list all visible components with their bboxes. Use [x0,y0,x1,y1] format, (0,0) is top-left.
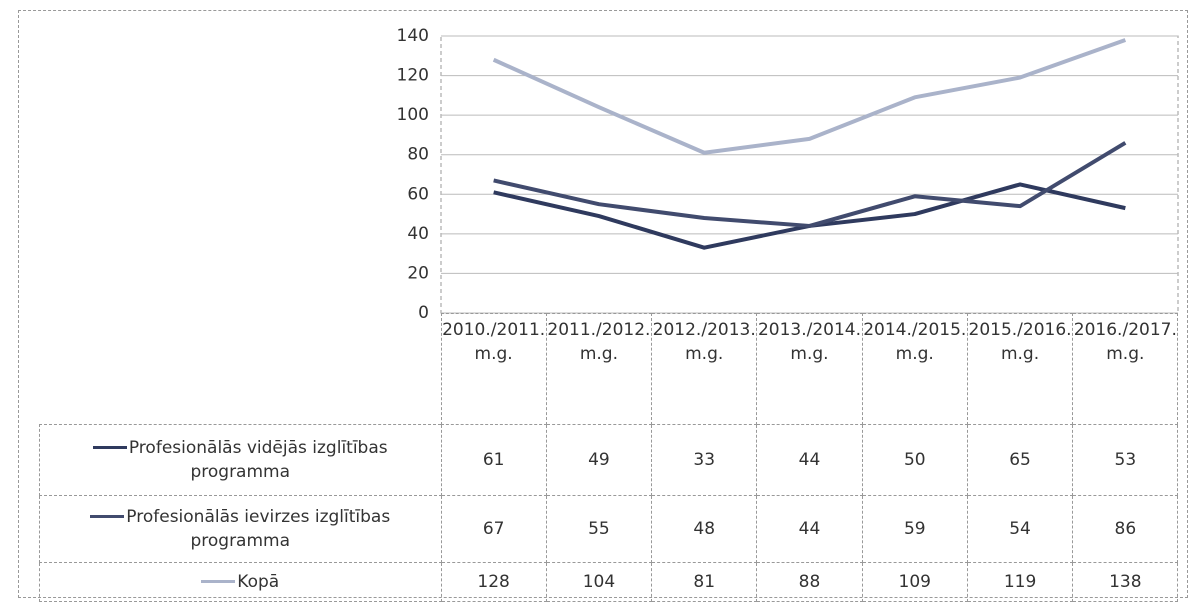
data-table: 2010./2011.m.g. 2011./2012.m.g. 2012./2013… [39,313,1179,602]
value-label: 104 [545,561,653,602]
plot: 0 20 40 60 80 100 120 140 [397,26,1179,323]
y-tick-label: 100 [397,105,429,125]
x-tick-label: 2012./2013.m.g. [651,313,758,425]
value-label: 44 [756,423,863,496]
value-label: 119 [966,561,1074,602]
legend-label: Profesionālās vidējās izglītības program… [128,437,388,482]
x-tick-label: 2013./2014.m.g. [756,313,863,425]
category-row: 2010./2011.m.g. 2011./2012.m.g. 2012./2013… [40,313,1179,425]
series-line [493,141,1127,228]
y-tick-label: 0 [418,303,429,323]
y-tick-label: 60 [407,184,429,204]
value-label: 59 [861,494,968,563]
value-label: 86 [1072,494,1179,563]
value-label: 67 [440,494,547,563]
chart: 0 20 40 60 80 100 120 140 2010./2011.m.g. 2011./… [18,10,1188,602]
value-label: 53 [1072,423,1179,496]
value-label: 55 [545,494,653,563]
value-label: 81 [651,561,758,602]
series-row: Profesionālās ievirzes izglītības progra… [39,494,1179,563]
legend-entry: Kopā [39,561,442,602]
y-tick-label: 20 [407,263,429,283]
legend-entry: Profesionālās vidējās izglītības program… [39,423,442,496]
value-label: 48 [651,494,758,563]
value-label: 65 [966,423,1074,496]
value-label: 33 [651,423,758,496]
value-label: 49 [545,423,653,496]
value-label: 109 [861,561,968,602]
x-tick-label: 2010./2011.m.g. [440,313,547,425]
value-label: 138 [1072,561,1179,602]
y-tick-label: 40 [407,224,429,244]
blank-cell [40,314,442,425]
y-tick-label: 80 [407,145,429,165]
y-tick-label: 140 [397,26,429,46]
series-row: Profesionālās vidējās izglītības program… [39,423,1179,496]
value-label: 50 [861,423,968,496]
legend-swatch [90,515,125,518]
legend-entry: Profesionālās ievirzes izglītības progra… [39,494,442,563]
legend-swatch [201,580,236,583]
x-tick-label: 2015./2016.m.g. [966,313,1074,425]
series-line [492,38,1127,155]
legend-label: Profesionālās ievirzes izglītības progra… [126,506,391,551]
value-label: 44 [756,494,863,563]
value-label: 54 [966,494,1074,563]
x-tick-label: 2011./2012.m.g. [545,313,653,425]
x-tick-label: 2014./2015.m.g. [861,313,968,425]
value-label: 88 [756,561,863,602]
value-label: 128 [440,561,547,602]
legend-label: Kopā [237,571,280,592]
y-tick-label: 120 [397,66,429,86]
legend-swatch [92,446,127,449]
plot-border [440,35,1179,314]
x-tick-label: 2016./2017.m.g. [1072,313,1179,425]
series-row: Kopā 128 104 81 88 109 119 138 [39,561,1179,602]
value-label: 61 [440,423,547,496]
